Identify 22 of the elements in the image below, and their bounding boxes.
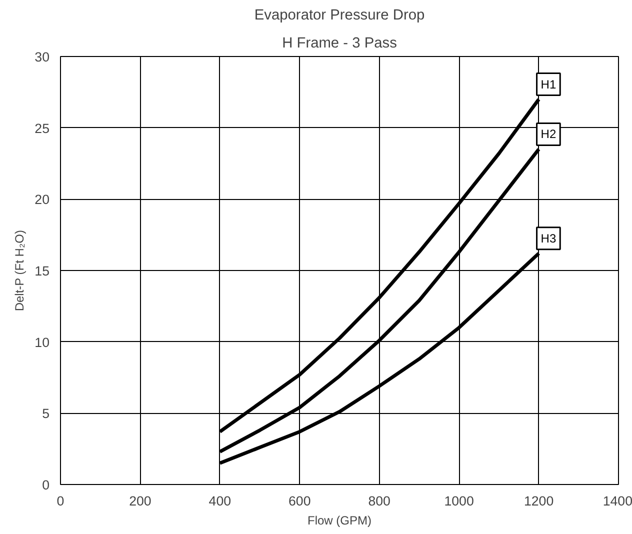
x-tick-label: 1200 xyxy=(524,494,554,508)
series-label: H3 xyxy=(540,231,556,246)
y-tick-label: 20 xyxy=(34,192,50,208)
y-tick-label: 10 xyxy=(34,334,50,350)
chart-subtitle: H Frame - 3 Pass xyxy=(282,36,397,52)
y-tick-label: 15 xyxy=(34,264,50,278)
series-label: H2 xyxy=(540,127,556,142)
series-label: H1 xyxy=(540,77,556,92)
x-axis-title: Flow (GPM) xyxy=(308,514,372,528)
x-tick-label: 1000 xyxy=(444,494,474,508)
x-tick-label: 1400 xyxy=(602,494,632,508)
x-tick-label: 600 xyxy=(288,494,311,508)
y-tick-label: 5 xyxy=(42,406,50,422)
x-tick-label: 400 xyxy=(208,494,232,508)
y-axis-title: Delt-P (Ft H₂O) xyxy=(12,230,27,312)
y-tick-label: 0 xyxy=(42,478,50,492)
x-tick-label: 200 xyxy=(129,494,152,508)
chart-title: Evaporator Pressure Drop xyxy=(254,8,425,24)
y-tick-label: 30 xyxy=(34,50,50,64)
y-tick-label: 25 xyxy=(34,120,50,136)
x-tick-label: 0 xyxy=(56,494,64,508)
x-tick-label: 800 xyxy=(368,494,390,508)
